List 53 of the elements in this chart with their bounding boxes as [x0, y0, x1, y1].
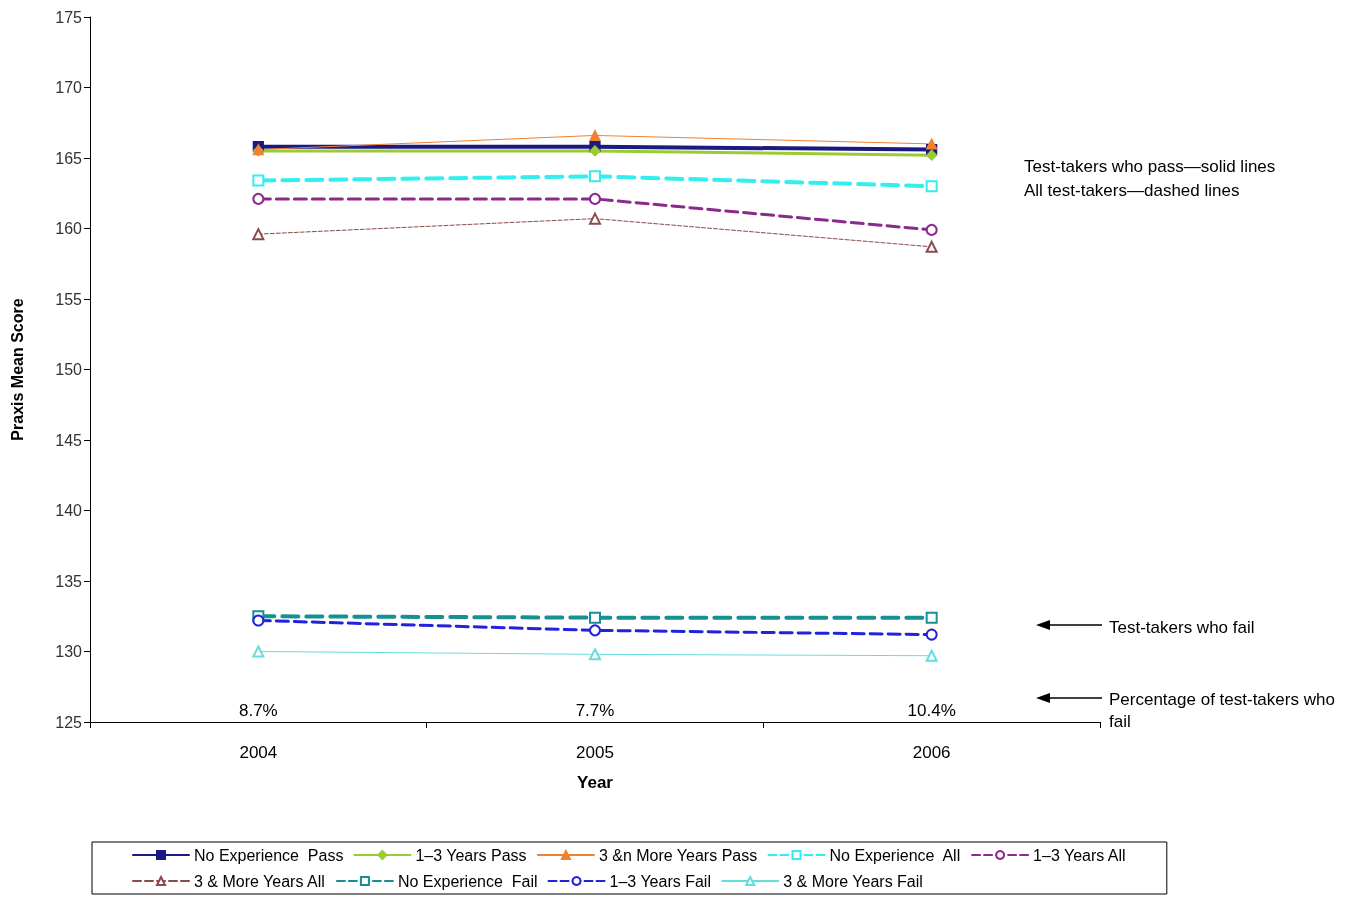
- y-tick-label: 155: [55, 290, 83, 308]
- annotation: 10.4%: [907, 700, 956, 720]
- point: [252, 228, 265, 241]
- annotation: Test-takers who pass—solid lines: [1024, 156, 1276, 176]
- x-axis-title: Year: [577, 773, 614, 792]
- point: [252, 192, 265, 205]
- point: [252, 645, 265, 658]
- y-tick-label: 150: [55, 361, 83, 378]
- legend-label: 3 & More Years All: [194, 872, 325, 890]
- y-tick-label: 175: [55, 8, 83, 26]
- point: [926, 149, 938, 161]
- annotation: 8.7%: [238, 700, 278, 720]
- point: [925, 628, 938, 641]
- annotation: All test-takers—dashed lines: [1024, 180, 1240, 200]
- point: [589, 170, 601, 183]
- point: [589, 611, 601, 624]
- y-tick-label: 165: [55, 149, 83, 167]
- legend-label: No Experience All: [829, 846, 961, 864]
- legend-label: 1–3 Years All: [1033, 846, 1126, 864]
- y-axis-title: Praxis Mean Score: [8, 298, 26, 441]
- point: [589, 129, 601, 142]
- legend-label: No Experience Fail: [397, 872, 538, 890]
- point: [252, 614, 265, 627]
- point: [925, 180, 938, 193]
- text: Test-takers who fail: [1109, 617, 1255, 637]
- point: [589, 192, 601, 205]
- point: [589, 648, 601, 661]
- legend-label: 3 & More Years Fail: [783, 872, 923, 890]
- legend-label: 1–3 Years Fail: [609, 872, 711, 890]
- y-tick-label: 135: [55, 572, 83, 590]
- point: [926, 138, 938, 150]
- point: [925, 649, 938, 662]
- point: [925, 240, 938, 253]
- point: [589, 212, 601, 225]
- point: [589, 624, 601, 637]
- y-tick-label: 125: [55, 713, 83, 731]
- x-tick-label: 2004: [239, 743, 278, 762]
- y-tick-label: 130: [55, 643, 83, 660]
- point: [925, 223, 938, 236]
- legend-label: 3 &n More Years Pass: [598, 846, 758, 864]
- annotation: 7.7%: [575, 700, 615, 720]
- point: [925, 611, 938, 624]
- point: [589, 145, 601, 157]
- point: [252, 174, 265, 187]
- legend-label: No Experience Pass: [194, 846, 344, 864]
- y-tick-label: 170: [55, 79, 83, 96]
- y-tick-label: 160: [55, 220, 83, 237]
- text: Percentage of test-takers who fail: [1109, 689, 1340, 731]
- y-tick-label: 145: [55, 431, 83, 449]
- legend-label: 1–3 Years Pass: [415, 846, 527, 864]
- x-tick-label: 2005: [576, 743, 614, 762]
- y-tick-label: 140: [55, 502, 83, 519]
- x-tick-label: 2006: [912, 743, 951, 762]
